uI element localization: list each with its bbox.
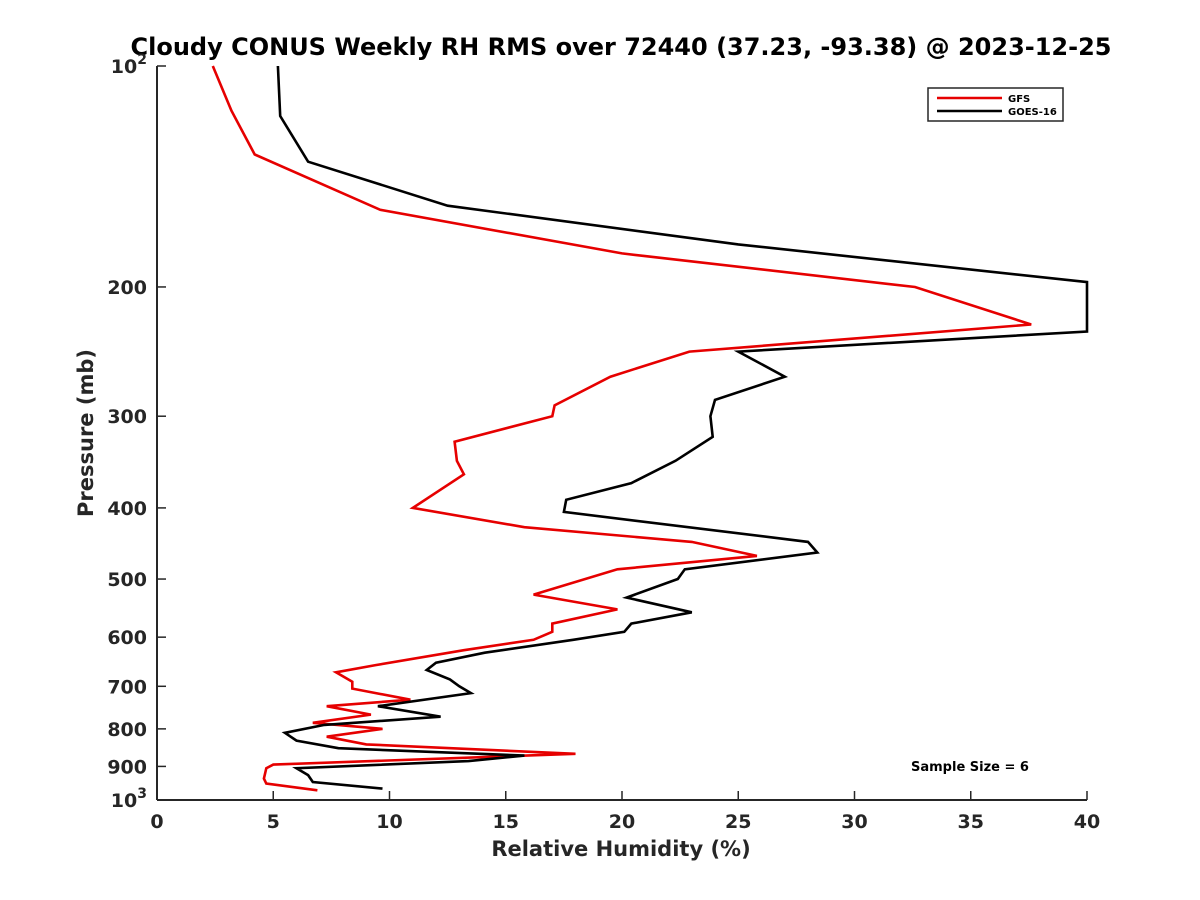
y-axis-label: Pressure (mb)	[74, 349, 98, 517]
x-tick-label: 0	[150, 811, 163, 833]
sample-size-annotation: Sample Size = 6	[911, 760, 1029, 775]
y-tick-label: 600	[107, 627, 147, 649]
x-tick-label: 35	[958, 811, 984, 833]
series-line-gfs	[211, 65, 1032, 792]
x-ticks-group: 0 5 10 15 20 25 30 35 40	[150, 791, 1100, 833]
y-tick-label: 300	[107, 406, 147, 428]
legend-label-gfs: GFS	[1008, 94, 1030, 105]
x-tick-label: 15	[493, 811, 519, 833]
y-tick-label: 400	[107, 498, 147, 520]
x-tick-label: 30	[841, 811, 867, 833]
y-tick-label: 900	[107, 756, 147, 778]
y-tick-label: 500	[107, 569, 147, 591]
y-tick-label: 800	[107, 719, 147, 741]
plot-series-group	[211, 65, 1089, 792]
legend-box	[927, 87, 1064, 122]
x-tick-label: 40	[1074, 811, 1100, 833]
x-tick-label: 20	[609, 811, 635, 833]
x-tick-label: 25	[725, 811, 751, 833]
series-line-goes-16	[276, 65, 1089, 790]
y-ticks-group: 102 200 300 400 500 600 700 800 900 103	[107, 52, 166, 812]
y-tick-label: 102	[111, 52, 147, 78]
x-tick-label: 10	[376, 811, 402, 833]
y-tick-label: 103	[111, 786, 147, 812]
legend: GFS GOES-16	[927, 87, 1064, 122]
y-tick-label: 200	[107, 277, 147, 299]
x-axis-label: Relative Humidity (%)	[491, 837, 750, 861]
chart-title: Cloudy CONUS Weekly RH RMS over 72440 (3…	[131, 33, 1112, 61]
legend-label-goes-16: GOES-16	[1008, 107, 1057, 118]
x-tick-label: 5	[267, 811, 280, 833]
y-tick-label: 700	[107, 676, 147, 698]
